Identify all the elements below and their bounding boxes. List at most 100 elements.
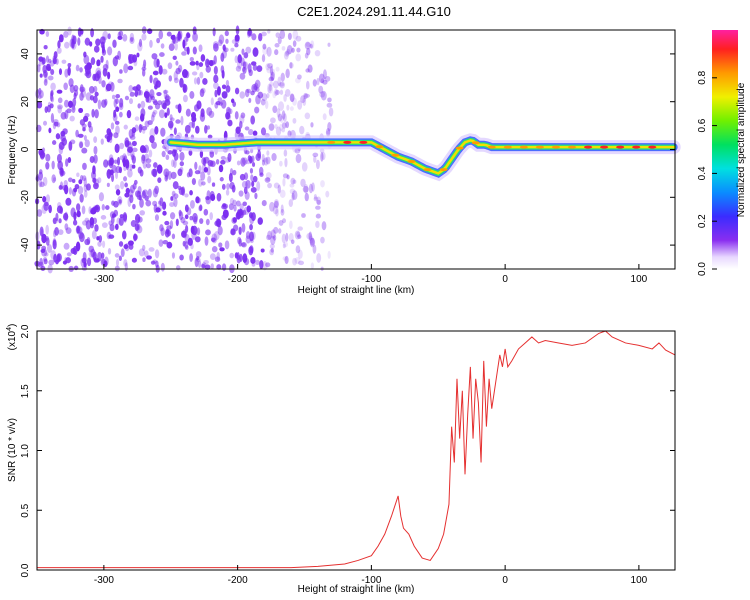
spectrogram-noise-blob [114, 120, 120, 125]
spectrogram-noise-blob [115, 223, 119, 231]
spectrogram-ridge-peak [632, 145, 641, 149]
spectrogram-noise-blob [283, 94, 287, 102]
spectrogram-noise-blob [172, 34, 176, 44]
spectrogram-noise-blob [322, 69, 327, 80]
spectrogram-noise-blob [225, 85, 231, 93]
spectrogram-noise-blob [268, 123, 275, 131]
spectrogram-noise-blob [273, 199, 279, 208]
spectrogram-noise-blob [260, 127, 267, 136]
spectrogram-noise-blob [220, 99, 227, 109]
spectrogram-noise-blob [250, 257, 256, 264]
spectrogram-noise-blob [140, 113, 145, 122]
spectrogram-noise-blob [216, 86, 221, 96]
spectrogram-noise-blob [305, 68, 310, 73]
spectrogram-noise-blob [230, 47, 235, 52]
spectrogram-noise-blob [201, 157, 207, 165]
spectrogram-noise-blob [69, 115, 75, 122]
spectrogram-noise-blob [142, 147, 147, 153]
spectrogram-noise-blob [123, 155, 128, 165]
spectrogram-noise-blob [79, 92, 84, 101]
spectrogram-noise-blob [156, 37, 161, 44]
spectrogram-noise-blob [268, 83, 273, 92]
spectrogram-noise-blob [158, 30, 164, 40]
spectrogram-noise-blob [198, 178, 203, 187]
colorbar-tick-label: 0.8 [697, 70, 708, 84]
spectrogram-noise-blob [64, 223, 69, 231]
spectrogram-noise-blob [160, 127, 166, 137]
spectrogram-noise-blob [129, 194, 134, 204]
spectrogram-noise-blob [313, 196, 319, 202]
spectrogram-noise-blob [168, 43, 175, 52]
spectrogram-noise-blob [270, 229, 276, 239]
spectrogram-noise-blob [251, 180, 255, 188]
colorbar-ticks: 0.0 0.2 0.4 0.6 0.8 [697, 70, 717, 276]
spectrogram-noise-blob [209, 160, 216, 168]
spectrogram-noise-blob [218, 242, 223, 248]
spectrogram-noise-blob [161, 68, 168, 75]
spectrogram-noise-blob [160, 43, 165, 49]
spectrogram-noise-blob [77, 37, 81, 46]
spectrogram-noise-blob [256, 65, 263, 72]
spectrogram-noise-blob [144, 120, 150, 128]
spectrogram-noise-blob [63, 180, 68, 187]
spectrogram-noise-blob [286, 174, 290, 180]
spectrogram-ridge-peak [375, 145, 384, 149]
spectrogram-noise-blob [304, 41, 311, 50]
spectrogram-noise-blob [236, 252, 240, 261]
spectrogram-noise-blob [275, 32, 280, 38]
spectrogram-noise-blob [142, 159, 147, 169]
spectrogram-noise-blob [250, 212, 256, 222]
spectrogram-noise-blob [301, 162, 308, 172]
spectrogram-ridge-peak [535, 145, 544, 149]
snr-y-tick-label: 0.5 [20, 503, 31, 517]
spectrogram-noise-blob [231, 184, 236, 193]
spectrogram-noise-blob [94, 224, 99, 232]
spectrogram-noise-blob [170, 159, 175, 168]
spectrogram-noise-blob [58, 141, 65, 150]
spectrogram-noise-blob [254, 79, 261, 89]
spectrogram-noise-blob [213, 74, 219, 84]
spectrogram-noise-blob [92, 95, 98, 104]
spectrogram-noise-blob [141, 154, 146, 164]
spectrogram-noise-blob [181, 230, 187, 238]
spectrogram-noise-blob [239, 72, 246, 80]
spectrogram-noise-blob [266, 234, 271, 241]
spectrogram-noise-blob [249, 231, 255, 242]
spectrogram-ridge-peak [359, 140, 368, 144]
spectrogram-noise-blob [210, 237, 216, 243]
spectrogram-noise-blob [326, 102, 333, 108]
spectrogram-noise-blob [170, 196, 174, 201]
spectrogram-noise-blob [261, 159, 265, 166]
spectrogram-noise-blob [225, 79, 230, 87]
spectrogram-noise-blob [281, 46, 286, 51]
spectrogram-noise-blob [196, 76, 201, 85]
spectrogram-noise-blob [279, 89, 284, 95]
spectrogram-noise-blob [154, 84, 158, 90]
spectrogram-noise-blob [297, 74, 302, 80]
spectrogram-noise-blob [194, 161, 198, 171]
spectrogram-noise-blob [304, 93, 310, 98]
spectrogram-noise-blob [79, 141, 84, 149]
spectrogram-noise-blob [312, 79, 317, 87]
spectrogram-noise-blob [280, 204, 284, 214]
spectrogram-noise-blob [94, 91, 99, 97]
spectrogram-noise-blob [122, 212, 128, 222]
spectrogram-noise-blob [209, 190, 215, 201]
spectrogram-noise-blob [174, 42, 178, 51]
spectrogram-noise-blob [57, 40, 61, 49]
spectrogram-noise-blob [81, 205, 86, 215]
spectrogram-noise-blob [129, 163, 133, 171]
spectrogram-noise-blob [202, 78, 208, 85]
spectrogram-noise-blob [297, 226, 303, 231]
spectrogram-noise-blob [109, 169, 114, 176]
spectrogram-noise-blob [151, 111, 156, 118]
spectrogram-noise-blob [241, 48, 245, 55]
spectrogram-ridge-peak [648, 145, 657, 149]
spectrogram-noise-blob [38, 261, 44, 268]
spectrogram-noise-blob [115, 106, 120, 112]
spectrogram-ridge-peak [439, 168, 448, 172]
spectrogram-noise-blob [251, 83, 258, 93]
spectrogram-noise-blob [88, 245, 95, 253]
spectrogram-noise-blob [56, 153, 62, 163]
colorbar: 0.0 0.2 0.4 0.6 0.8 Normalized spectral ampl… [697, 30, 747, 276]
